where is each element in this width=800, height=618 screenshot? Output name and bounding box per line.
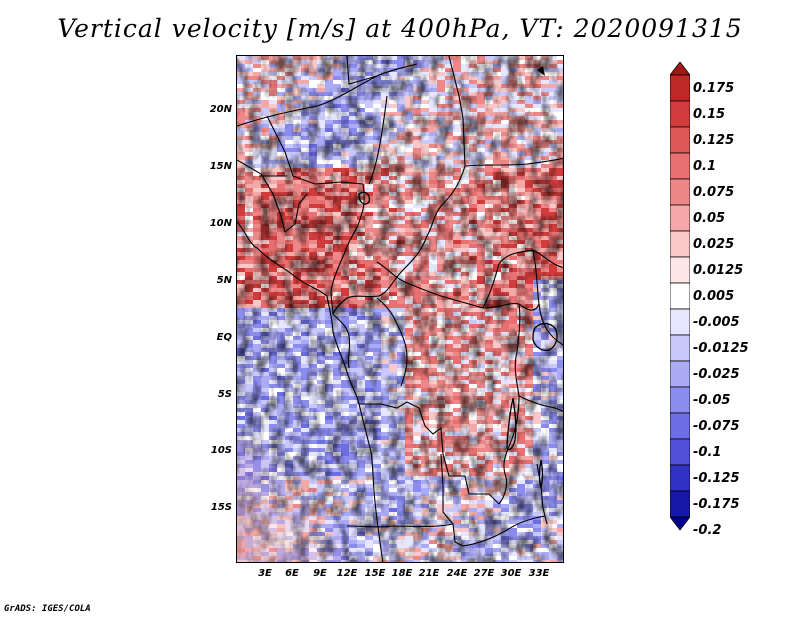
border-congo-drc: [376, 297, 408, 387]
lon-label: 18E: [391, 568, 413, 579]
lon-label: 30E: [500, 568, 522, 579]
border-chad-sudan: [332, 165, 466, 315]
colorbar-swatch: [670, 152, 690, 180]
colorbar-label: 0.15: [693, 107, 726, 122]
border-drc-east: [498, 303, 521, 505]
colorbar-swatch: [670, 74, 690, 102]
colorbar-swatch: [670, 334, 690, 362]
border-sudan-south: [464, 157, 563, 167]
colorbar-swatch: [670, 178, 690, 206]
border-angola-namibia: [346, 523, 454, 528]
lat-label: 10N: [209, 218, 232, 229]
colorbar: [670, 62, 690, 531]
colorbar-label: 0.175: [693, 81, 735, 96]
lon-label: 24E: [446, 568, 468, 579]
border-libya-egypt: [448, 56, 466, 167]
colorbar-swatch: [670, 256, 690, 284]
colorbar-label: 0.075: [693, 185, 735, 200]
colorbar-swatch: [670, 126, 690, 154]
velocity-field-map: [237, 56, 563, 562]
colorbar-swatch: [670, 204, 690, 232]
lon-label: 33E: [528, 568, 550, 579]
lake-victoria: [532, 322, 558, 352]
coastline: [237, 221, 384, 562]
lon-label: 15E: [364, 568, 386, 579]
lon-label: 6E: [285, 568, 299, 579]
colorbar-label: -0.005: [693, 315, 740, 330]
border-benin: [284, 193, 308, 233]
border-west-sahara: [237, 63, 418, 127]
colorbar-label: 0.025: [693, 237, 735, 252]
colorbar-swatch: [670, 490, 690, 518]
lon-label: 21E: [418, 568, 440, 579]
lat-label: EQ: [216, 332, 232, 343]
colorbar-label: -0.0125: [693, 341, 749, 356]
colorbar-swatch: [670, 386, 690, 414]
colorbar-label: 0.05: [693, 211, 726, 226]
border-congo-gabon: [332, 313, 351, 369]
lake-tanganyika: [506, 397, 517, 451]
lake-chad: [358, 191, 371, 205]
border-zambia-south: [462, 515, 546, 547]
border-nigeria-cameroon: [330, 183, 365, 315]
border-burkina: [237, 159, 286, 233]
footer-credit: GrADS: IGES/COLA: [4, 604, 91, 614]
lon-label: 9E: [313, 568, 327, 579]
lat-label: 10S: [210, 445, 232, 456]
colorbar-swatch: [670, 62, 690, 76]
map-panel: [236, 55, 564, 563]
colorbar-label: 0.005: [693, 289, 735, 304]
lon-label: 27E: [473, 568, 495, 579]
colorbar-swatch: [670, 282, 690, 310]
border-uganda: [518, 303, 540, 311]
lat-label: 20N: [209, 104, 232, 115]
border-niger-chad: [368, 95, 388, 185]
colorbar-swatch: [670, 438, 690, 466]
colorbar-label: -0.1: [693, 445, 722, 460]
lake-malawi: [538, 459, 544, 491]
colorbar-label: -0.2: [693, 523, 722, 538]
lat-label: 5N: [216, 275, 232, 286]
colorbar-swatch: [670, 100, 690, 128]
lat-label: 15N: [209, 161, 232, 172]
border-angola-zambia: [440, 453, 464, 547]
colorbar-swatch: [670, 230, 690, 258]
map-title: Vertical velocity [m/s] at 400hPa, VT: 2…: [57, 14, 743, 43]
border-south-sudan: [482, 249, 563, 309]
lakes: [358, 191, 558, 491]
colorbar-swatch: [670, 308, 690, 336]
southwest-streaks: [237, 436, 377, 562]
colorbar-label: -0.075: [693, 419, 740, 434]
border-car-south: [376, 261, 520, 309]
lat-label: 5S: [217, 389, 232, 400]
lat-label: 15S: [210, 502, 232, 513]
colorbar-label: 0.0125: [693, 263, 744, 278]
nile-delta-marker: [537, 66, 545, 76]
lon-label: 12E: [336, 568, 358, 579]
colorbar-swatch: [670, 360, 690, 388]
colorbar-label: -0.05: [693, 393, 731, 408]
boundary-lines: [237, 56, 563, 562]
colorbar-swatch: [670, 516, 690, 531]
border-tanzania: [518, 395, 563, 413]
lon-label: 3E: [258, 568, 272, 579]
colorbar-label: -0.025: [693, 367, 740, 382]
border-drc-angola: [359, 401, 500, 505]
colorbar-swatch: [670, 464, 690, 492]
colorbar-swatch: [670, 412, 690, 440]
colorbar-label: 0.125: [693, 133, 735, 148]
colorbar-label: -0.125: [693, 471, 740, 486]
border-algeria-libya: [346, 56, 378, 85]
colorbar-label: -0.175: [693, 497, 740, 512]
colorbar-label: 0.1: [693, 159, 717, 174]
border-mali-niger: [266, 115, 364, 185]
